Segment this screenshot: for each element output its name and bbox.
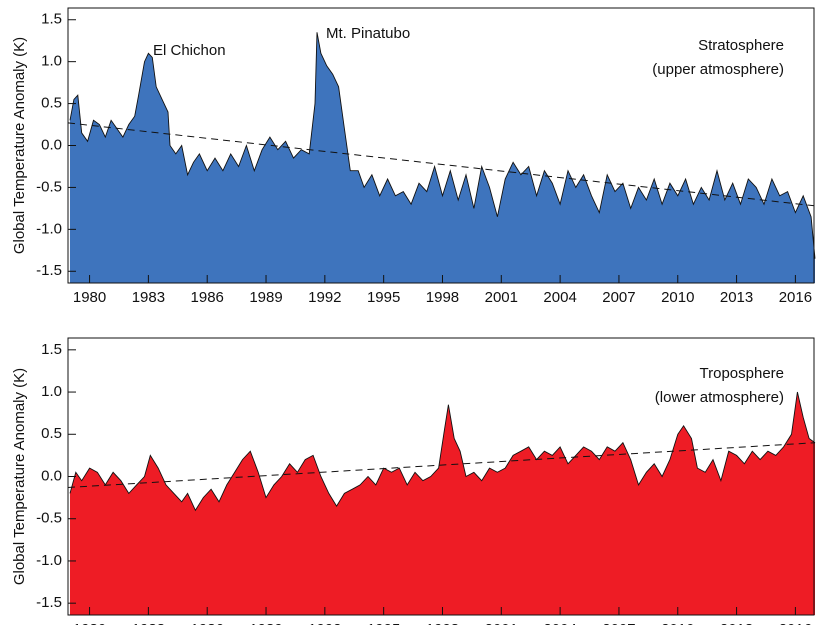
x-tick-label: 1989: [249, 621, 282, 625]
y-tick-label: 1.5: [41, 11, 62, 28]
x-tick-label: 1986: [191, 621, 224, 625]
x-tick-label: 2007: [602, 621, 635, 625]
x-tick-label: 1998: [426, 621, 459, 625]
x-tick-label: 2007: [602, 289, 635, 306]
y-tick-label: 0.5: [41, 425, 62, 442]
x-tick-label: 1986: [191, 289, 224, 306]
y-tick-label: -1.0: [36, 220, 62, 237]
x-tick-label: 1992: [308, 289, 341, 306]
trend-line: [67, 442, 816, 488]
y-tick-label: 0.0: [41, 136, 62, 153]
y-tick-label: -1.0: [36, 552, 62, 569]
x-tick-label: 1989: [249, 289, 282, 306]
x-tick-label: 2016: [779, 621, 812, 625]
panel-label: (upper atmosphere): [652, 61, 784, 78]
y-tick-label: 1.0: [41, 383, 62, 400]
area-line: [69, 32, 816, 259]
x-tick-label: 1983: [132, 289, 165, 306]
x-tick-label: 2016: [779, 289, 812, 306]
x-tick-label: 1995: [367, 289, 400, 306]
y-tick-label: 1.0: [41, 53, 62, 70]
x-tick-label: 1995: [367, 621, 400, 625]
x-tick-label: 2001: [485, 289, 518, 306]
y-tick-label: 0.0: [41, 467, 62, 484]
y-tick-label: 0.5: [41, 95, 62, 112]
y-axis-label: Global Temperature Anomaly (K): [11, 368, 28, 585]
x-tick-label: 1998: [426, 289, 459, 306]
area-fill: [69, 392, 815, 615]
y-tick-label: 1.5: [41, 341, 62, 358]
y-axis-label: Global Temperature Anomaly (K): [11, 37, 28, 254]
x-tick-label: 2013: [720, 289, 753, 306]
trend-line: [67, 122, 816, 207]
annotation: El Chichon: [153, 42, 226, 59]
y-tick-label: -0.5: [36, 178, 62, 195]
panel-label: Stratosphere: [698, 37, 784, 54]
y-tick-label: -1.5: [36, 594, 62, 611]
y-tick-label: -1.5: [36, 262, 62, 279]
panel-label: (lower atmosphere): [655, 389, 784, 406]
area-fill: [69, 32, 815, 283]
x-tick-label: 2004: [543, 621, 576, 625]
y-tick-label: -0.5: [36, 510, 62, 527]
x-tick-label: 1992: [308, 621, 341, 625]
annotation: Mt. Pinatubo: [326, 25, 410, 42]
x-tick-label: 1983: [132, 621, 165, 625]
x-tick-label: 2010: [661, 621, 694, 625]
x-tick-label: 2004: [543, 289, 576, 306]
x-tick-label: 1980: [73, 621, 106, 625]
x-tick-label: 1980: [73, 289, 106, 306]
x-tick-label: 2001: [485, 621, 518, 625]
area-line: [69, 391, 816, 512]
panel-label: Troposphere: [700, 365, 785, 382]
x-tick-label: 2010: [661, 289, 694, 306]
x-tick-label: 2013: [720, 621, 753, 625]
